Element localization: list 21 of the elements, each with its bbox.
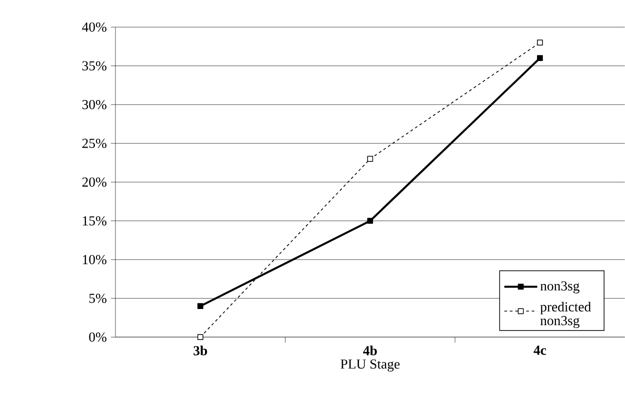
x-tick-label: 4c bbox=[534, 345, 546, 355]
point bbox=[197, 302, 204, 309]
y-tick-label: 0% bbox=[89, 332, 106, 342]
x-tick-label: 3b bbox=[194, 345, 208, 356]
point bbox=[367, 218, 374, 224]
point bbox=[367, 156, 374, 162]
y-tick-label: 30% bbox=[82, 100, 106, 110]
x-tick-label: 4b bbox=[363, 345, 377, 356]
point bbox=[197, 334, 204, 340]
point bbox=[537, 54, 543, 61]
y-tick-label: 20% bbox=[82, 177, 106, 187]
legend-label: non3sg bbox=[540, 281, 580, 294]
y-tick-label: 10% bbox=[82, 254, 106, 264]
y-tick-label: 25% bbox=[82, 138, 106, 148]
y-tick-label: 40% bbox=[82, 22, 106, 32]
legend-label: predicted non3sg bbox=[540, 302, 591, 328]
point bbox=[537, 39, 543, 46]
y-tick-label: 5% bbox=[89, 293, 106, 303]
y-tick-label: 15% bbox=[82, 216, 106, 226]
x-axis-title: PLU Stage bbox=[340, 359, 400, 372]
y-tick-label: 35% bbox=[82, 60, 106, 70]
